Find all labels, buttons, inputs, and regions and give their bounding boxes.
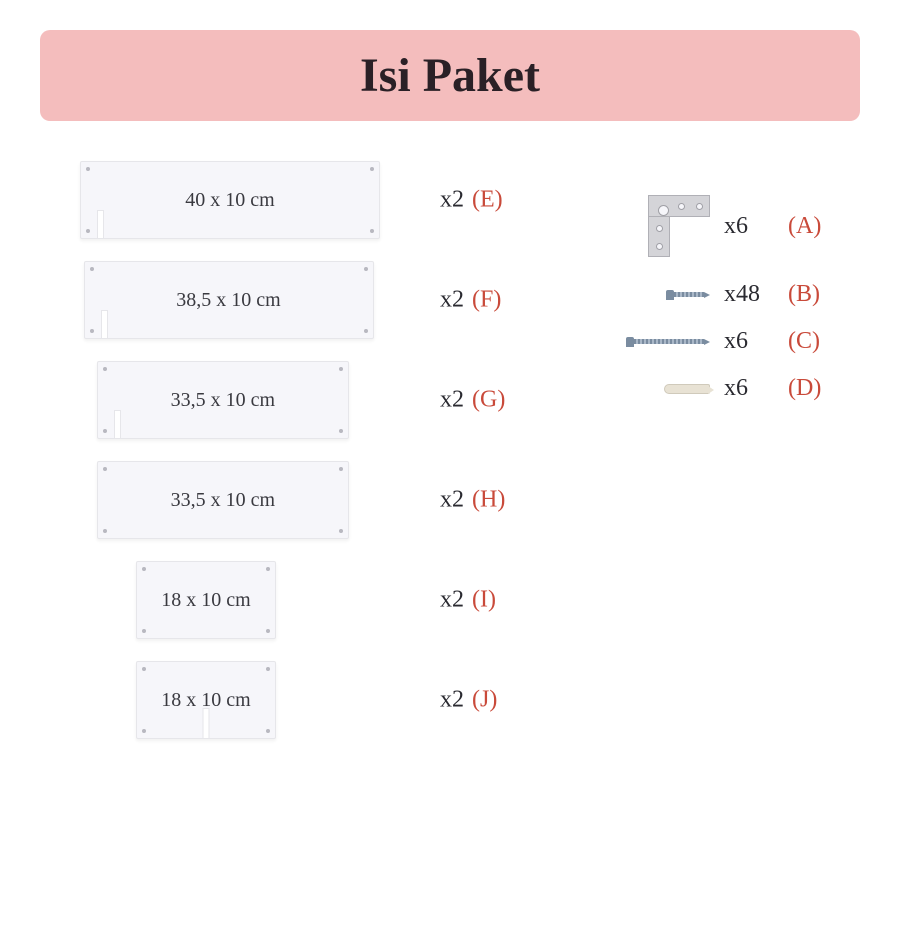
panel-hole-icon (103, 529, 107, 533)
panel-hole-icon (266, 567, 270, 571)
panel-dimension: 33,5 x 10 cm (171, 489, 275, 512)
hardware-code: (D) (788, 375, 821, 402)
panel-row: 38,5 x 10 cm x2 (F) (40, 261, 560, 339)
panel-dimension: 38,5 x 10 cm (176, 289, 280, 312)
panel-slot-icon (101, 310, 108, 338)
wallplug-icon (620, 384, 710, 394)
panel-code: (F) (472, 287, 501, 314)
panel-slot-icon (203, 708, 210, 738)
panel-qty: x2 (440, 587, 464, 614)
title-bar: Isi Paket (40, 30, 860, 121)
panel-qty: x2 (440, 187, 464, 214)
hardware-row: x6 (C) (620, 328, 860, 355)
panel-label: x2 (J) (440, 687, 497, 714)
hardware-code: (C) (788, 328, 820, 355)
panel-hole-icon (103, 367, 107, 371)
panel-code: (I) (472, 587, 496, 614)
panel-code: (E) (472, 187, 503, 214)
panel: 18 x 10 cm (136, 561, 276, 639)
panel-hole-icon (266, 667, 270, 671)
panel-hole-icon (364, 267, 368, 271)
panel-hole-icon (103, 429, 107, 433)
panel-hole-icon (266, 729, 270, 733)
panel-hole-icon (142, 567, 146, 571)
panel-row: 40 x 10 cm x2 (E) (40, 161, 560, 239)
panel-hole-icon (339, 429, 343, 433)
title-text: Isi Paket (360, 49, 540, 102)
panel: 33,5 x 10 cm (97, 361, 349, 439)
panel-code: (J) (472, 687, 497, 714)
panel-qty: x2 (440, 287, 464, 314)
panel-dimension: 40 x 10 cm (185, 189, 274, 212)
content-area: 40 x 10 cm x2 (E) 38,5 x 10 cm x2 (F) 33,5 x 1… (0, 161, 900, 739)
panel-label: x2 (E) (440, 187, 503, 214)
hardware-code: (B) (788, 281, 820, 308)
panel-row: 18 x 10 cm x2 (J) (40, 661, 560, 739)
hardware-qty: x48 (724, 281, 774, 308)
panel-hole-icon (90, 329, 94, 333)
panel-row: 33,5 x 10 cm x2 (H) (40, 461, 560, 539)
panel-code: (H) (472, 487, 505, 514)
panel-qty: x2 (440, 487, 464, 514)
hardware-column: x6 (A) x48 (B) x6 (C) x6 (D) (560, 161, 860, 739)
panel-label: x2 (I) (440, 587, 496, 614)
panel-hole-icon (86, 229, 90, 233)
hardware-qty: x6 (724, 213, 774, 240)
hardware-qty: x6 (724, 375, 774, 402)
panel-hole-icon (142, 729, 146, 733)
screw-icon (620, 290, 710, 300)
hardware-row: x6 (A) (620, 191, 860, 261)
panel: 33,5 x 10 cm (97, 461, 349, 539)
panel: 38,5 x 10 cm (84, 261, 374, 339)
screw-icon (620, 337, 710, 347)
hardware-row: x6 (D) (620, 375, 860, 402)
hardware-code: (A) (788, 213, 821, 240)
lbracket-icon (620, 195, 710, 257)
panel-hole-icon (142, 667, 146, 671)
panel-qty: x2 (440, 387, 464, 414)
panel-label: x2 (H) (440, 487, 505, 514)
panel: 40 x 10 cm (80, 161, 380, 239)
panel-hole-icon (266, 629, 270, 633)
panel-hole-icon (339, 367, 343, 371)
panel-hole-icon (103, 467, 107, 471)
panel-hole-icon (364, 329, 368, 333)
panel-dimension: 33,5 x 10 cm (171, 389, 275, 412)
panel-row: 33,5 x 10 cm x2 (G) (40, 361, 560, 439)
panel-hole-icon (86, 167, 90, 171)
panel-hole-icon (90, 267, 94, 271)
panel: 18 x 10 cm (136, 661, 276, 739)
panels-column: 40 x 10 cm x2 (E) 38,5 x 10 cm x2 (F) 33,5 x 1… (40, 161, 560, 739)
panel-hole-icon (339, 529, 343, 533)
panel-slot-icon (97, 210, 104, 238)
panel-qty: x2 (440, 687, 464, 714)
panel-label: x2 (G) (440, 387, 505, 414)
panel-hole-icon (142, 629, 146, 633)
panel-hole-icon (370, 167, 374, 171)
panel-code: (G) (472, 387, 505, 414)
panel-row: 18 x 10 cm x2 (I) (40, 561, 560, 639)
panel-slot-icon (114, 410, 121, 438)
panel-hole-icon (370, 229, 374, 233)
hardware-row: x48 (B) (620, 281, 860, 308)
hardware-qty: x6 (724, 328, 774, 355)
panel-label: x2 (F) (440, 287, 501, 314)
panel-dimension: 18 x 10 cm (161, 589, 250, 612)
panel-hole-icon (339, 467, 343, 471)
